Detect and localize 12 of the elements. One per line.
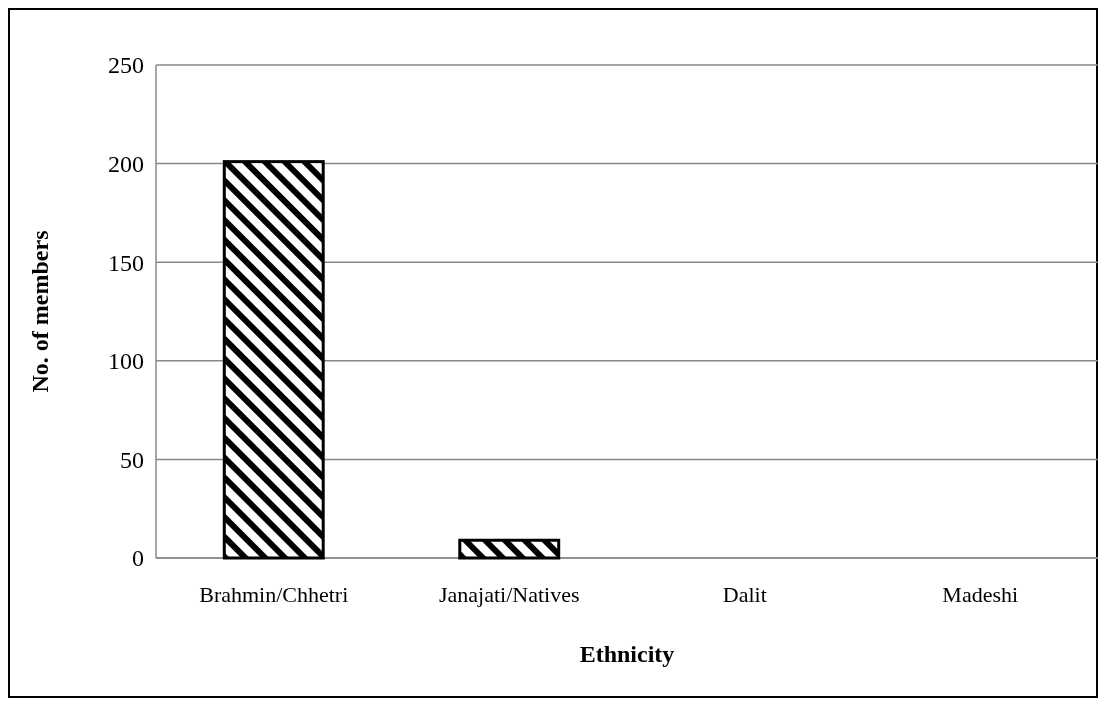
x-axis-title: Ethnicity — [579, 641, 675, 667]
x-tick-label: Madeshi — [942, 582, 1019, 607]
y-tick-label: 50 — [120, 446, 144, 473]
y-tick-label: 0 — [132, 545, 144, 572]
x-tick-label: Dalit — [722, 582, 767, 607]
x-tick-label: Brahmin/Chhetri — [199, 582, 349, 607]
y-tick-label: 200 — [108, 151, 144, 177]
x-tick-label: Janajati/Natives — [438, 582, 580, 607]
y-tick-label: 150 — [108, 249, 144, 276]
y-tick-label: 100 — [108, 348, 144, 375]
y-tick-label: 250 — [108, 52, 144, 79]
y-axis-title: No. of members — [27, 230, 53, 393]
